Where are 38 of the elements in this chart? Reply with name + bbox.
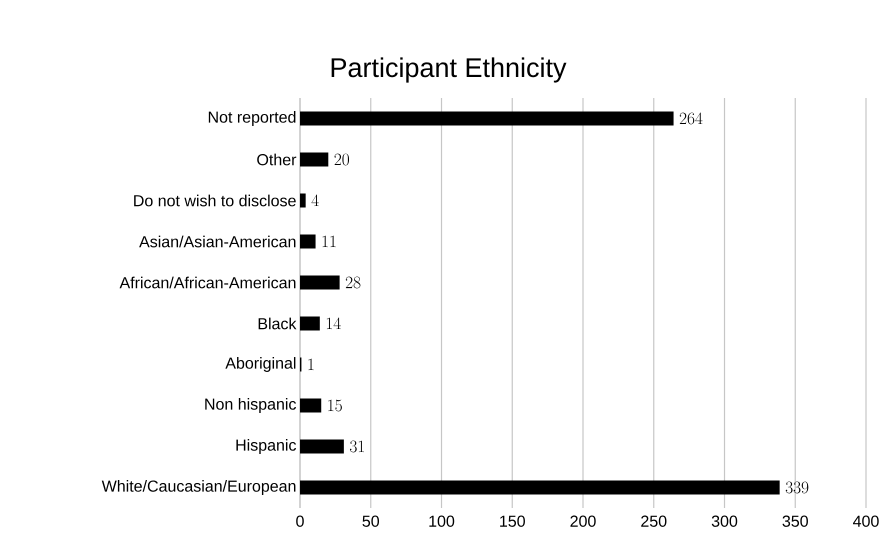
y-tick-label: Hispanic: [236, 439, 296, 454]
data-label: 264: [680, 112, 703, 124]
data-label: 4: [312, 194, 319, 206]
y-tick-label: Not reported: [208, 111, 296, 126]
x-tick-label: 350: [782, 516, 808, 527]
y-tick-label: White/Caucasian/European: [102, 480, 296, 495]
x-tick-label: 250: [641, 516, 666, 527]
x-tick-label: 50: [362, 516, 380, 527]
bar: [300, 275, 340, 290]
y-tick-label: Other: [257, 154, 296, 166]
y-tick-label: Asian/Asian-American: [139, 236, 296, 248]
data-label: 20: [334, 154, 350, 166]
bar: [300, 234, 316, 248]
data-label: 339: [786, 482, 808, 494]
bar: [300, 480, 780, 494]
x-tick-label: 400: [853, 516, 879, 527]
data-label: 1: [308, 358, 314, 370]
y-tick-label: Black: [258, 318, 296, 330]
x-tick-label: 150: [500, 516, 525, 527]
bar: [300, 439, 344, 454]
x-tick-label: 0: [296, 516, 304, 527]
x-tick-label: 200: [570, 516, 596, 527]
y-tick-label: Do not wish to disclose: [134, 194, 296, 206]
bar: [300, 152, 328, 166]
y-tick-label: Non hispanic: [205, 398, 296, 413]
chart-title: Participant Ethnicity: [332, 57, 566, 83]
data-label: 28: [346, 276, 360, 288]
data-label: 31: [350, 440, 364, 452]
x-tick-label: 100: [429, 516, 454, 527]
y-tick-label: African/African-American: [120, 276, 296, 288]
bar: [300, 316, 320, 330]
data-label: 11: [322, 236, 336, 248]
x-tick-label: 300: [712, 516, 738, 527]
data-label: 15: [328, 400, 342, 412]
bar: [300, 398, 322, 412]
bar: [300, 111, 674, 126]
data-label: 14: [326, 318, 341, 330]
y-tick-label: Aboriginal: [225, 357, 296, 372]
